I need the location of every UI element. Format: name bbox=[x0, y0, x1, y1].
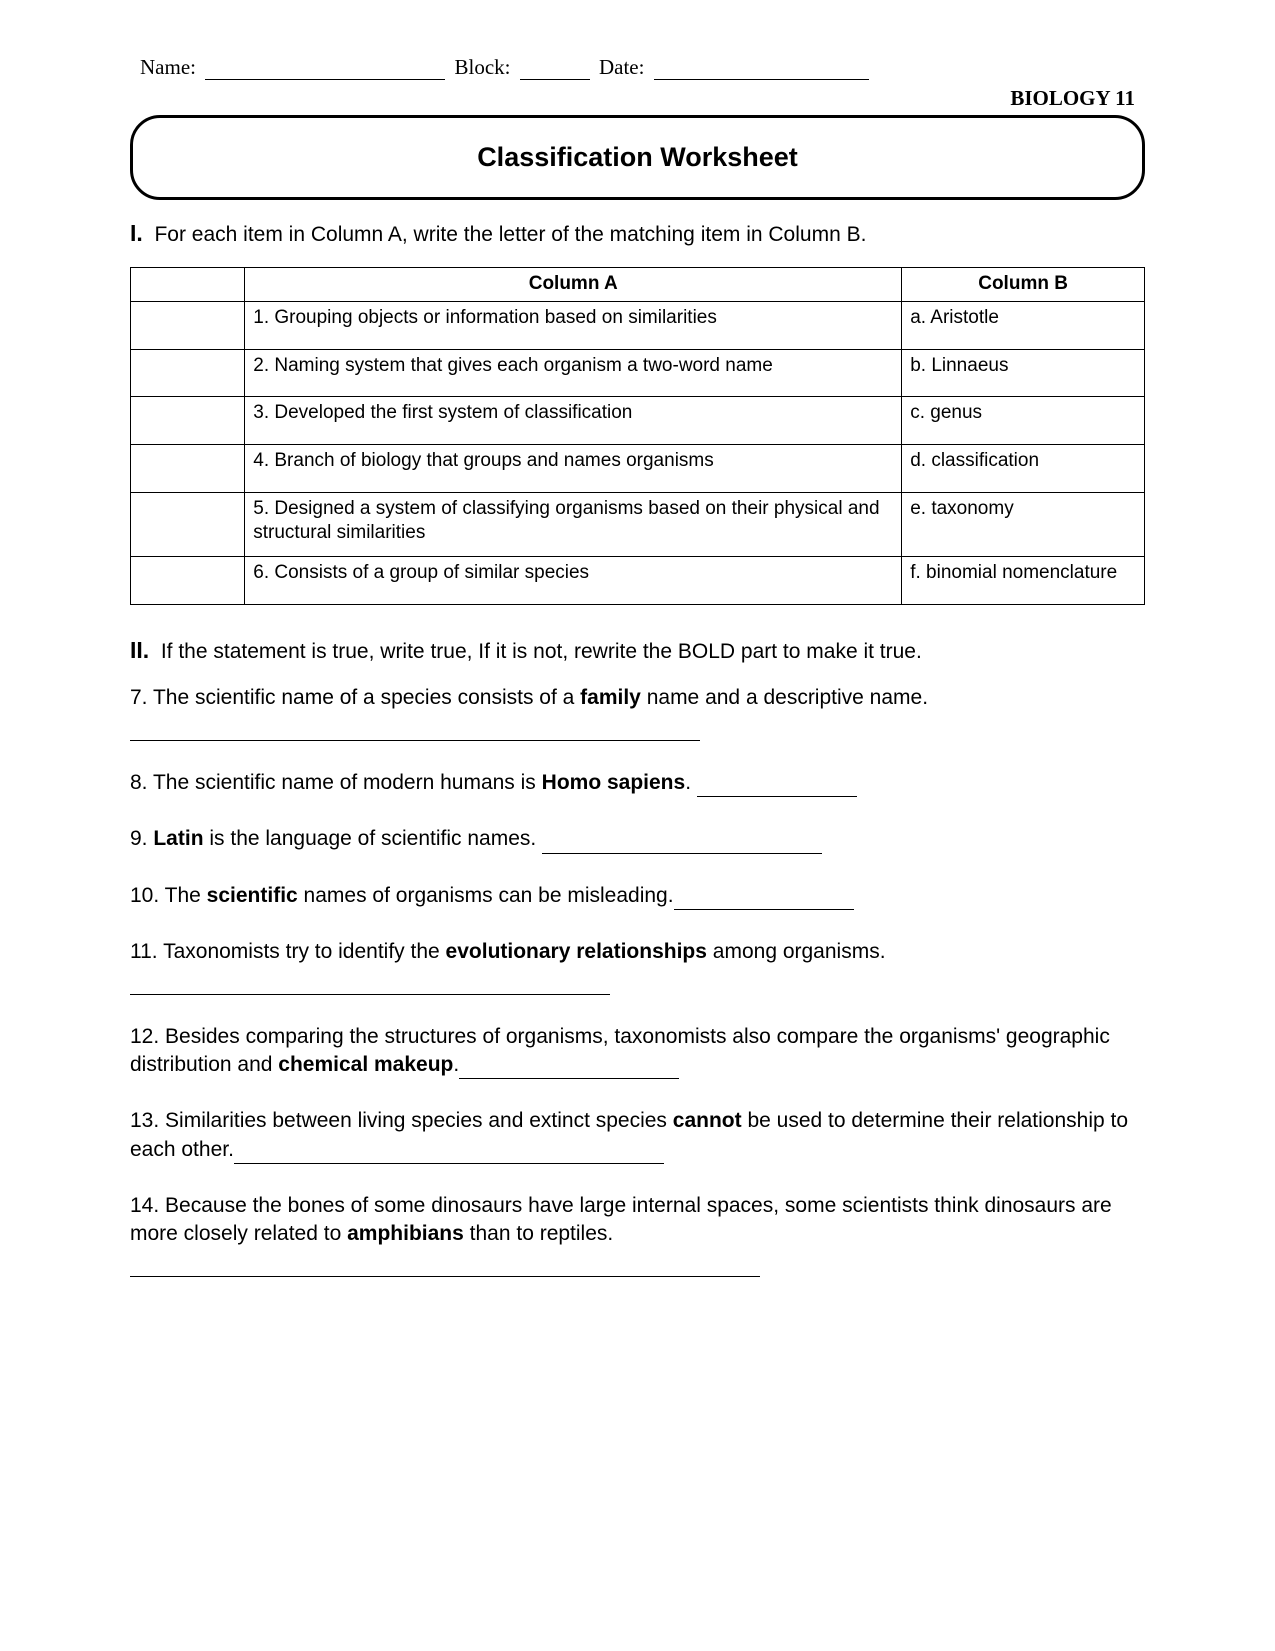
answer-cell[interactable] bbox=[131, 302, 245, 350]
q8-bold: Homo sapiens bbox=[542, 771, 686, 794]
block-label: Block: bbox=[454, 55, 510, 79]
q14-post: than to reptiles. bbox=[464, 1222, 613, 1245]
col-a-cell: 3. Developed the first system of classif… bbox=[245, 397, 902, 445]
question-7: 7. The scientific name of a species cons… bbox=[130, 684, 1145, 741]
q7-blank[interactable] bbox=[130, 720, 700, 741]
title-box: Classification Worksheet bbox=[130, 115, 1145, 200]
table-row: 5. Designed a system of classifying orga… bbox=[131, 492, 1145, 556]
question-9: 9. Latin is the language of scientific n… bbox=[130, 825, 1145, 853]
q7-bold: family bbox=[580, 686, 641, 709]
question-10: 10. The scientific names of organisms ca… bbox=[130, 882, 1145, 910]
col-b-cell: a. Aristotle bbox=[902, 302, 1145, 350]
q7-pre: 7. The scientific name of a species cons… bbox=[130, 686, 580, 709]
q12-blank[interactable] bbox=[459, 1058, 679, 1079]
answer-cell[interactable] bbox=[131, 397, 245, 445]
worksheet-title: Classification Worksheet bbox=[133, 142, 1142, 173]
matching-table: Column A Column B 1. Grouping objects or… bbox=[130, 267, 1145, 605]
question-11: 11. Taxonomists try to identify the evol… bbox=[130, 938, 1145, 995]
q13-bold: cannot bbox=[673, 1109, 742, 1132]
col-a-cell: 6. Consists of a group of similar specie… bbox=[245, 557, 902, 605]
section-1-text: For each item in Column A, write the let… bbox=[154, 223, 866, 246]
col-a-cell: 4. Branch of biology that groups and nam… bbox=[245, 445, 902, 493]
section-1-roman: I. bbox=[130, 220, 143, 246]
q10-post: names of organisms can be misleading. bbox=[298, 884, 674, 907]
date-label: Date: bbox=[599, 55, 644, 79]
col-b-cell: e. taxonomy bbox=[902, 492, 1145, 556]
column-a-header: Column A bbox=[245, 268, 902, 302]
q14-pre: 14. Because the bones of some dinosaurs … bbox=[130, 1194, 1112, 1245]
block-blank[interactable] bbox=[520, 79, 590, 80]
q13-pre: 13. Similarities between living species … bbox=[130, 1109, 673, 1132]
table-row: 3. Developed the first system of classif… bbox=[131, 397, 1145, 445]
col-b-cell: f. binomial nomenclature bbox=[902, 557, 1145, 605]
q9-bold: Latin bbox=[153, 827, 203, 850]
section-2-roman: II. bbox=[130, 637, 149, 663]
course-label: BIOLOGY 11 bbox=[130, 86, 1145, 111]
col-b-cell: d. classification bbox=[902, 445, 1145, 493]
question-14: 14. Because the bones of some dinosaurs … bbox=[130, 1192, 1145, 1277]
q8-pre: 8. The scientific name of modern humans … bbox=[130, 771, 542, 794]
answer-cell[interactable] bbox=[131, 445, 245, 493]
q9-post: is the language of scientific names. bbox=[204, 827, 543, 850]
answer-cell[interactable] bbox=[131, 557, 245, 605]
section-2-intro: II. If the statement is true, write true… bbox=[130, 635, 1145, 666]
q11-bold: evolutionary relationships bbox=[446, 940, 707, 963]
q9-pre: 9. bbox=[130, 827, 153, 850]
q13-blank[interactable] bbox=[234, 1143, 664, 1164]
date-blank[interactable] bbox=[654, 79, 869, 80]
question-12: 12. Besides comparing the structures of … bbox=[130, 1023, 1145, 1080]
table-row: 2. Naming system that gives each organis… bbox=[131, 349, 1145, 397]
col-b-cell: c. genus bbox=[902, 397, 1145, 445]
q8-blank[interactable] bbox=[697, 776, 857, 797]
question-8: 8. The scientific name of modern humans … bbox=[130, 769, 1145, 797]
col-a-cell: 1. Grouping objects or information based… bbox=[245, 302, 902, 350]
q11-blank[interactable] bbox=[130, 974, 610, 995]
q12-bold: chemical makeup bbox=[278, 1053, 453, 1076]
section-1-intro: I. For each item in Column A, write the … bbox=[130, 218, 1145, 249]
header-fields: Name: Block: Date: bbox=[130, 55, 1145, 80]
worksheet-page: Name: Block: Date: BIOLOGY 11 Classifica… bbox=[0, 0, 1275, 1277]
table-row: 6. Consists of a group of similar specie… bbox=[131, 557, 1145, 605]
name-label: Name: bbox=[140, 55, 196, 79]
q11-pre: 11. Taxonomists try to identify the bbox=[130, 940, 446, 963]
question-13: 13. Similarities between living species … bbox=[130, 1107, 1145, 1164]
table-row: 1. Grouping objects or information based… bbox=[131, 302, 1145, 350]
q10-pre: 10. The bbox=[130, 884, 207, 907]
answer-col-header bbox=[131, 268, 245, 302]
q10-blank[interactable] bbox=[674, 889, 854, 910]
section-2-bold: BOLD bbox=[678, 640, 735, 663]
name-blank[interactable] bbox=[205, 79, 445, 80]
section-2-pre: If the statement is true, write true, If… bbox=[161, 640, 678, 663]
col-a-cell: 2. Naming system that gives each organis… bbox=[245, 349, 902, 397]
answer-cell[interactable] bbox=[131, 349, 245, 397]
q9-blank[interactable] bbox=[542, 833, 822, 854]
column-b-header: Column B bbox=[902, 268, 1145, 302]
q14-blank[interactable] bbox=[130, 1256, 760, 1277]
answer-cell[interactable] bbox=[131, 492, 245, 556]
section-2-post: part to make it true. bbox=[735, 640, 922, 663]
q11-post: among organisms. bbox=[707, 940, 886, 963]
q10-bold: scientific bbox=[207, 884, 298, 907]
q8-post: . bbox=[685, 771, 697, 794]
q14-bold: amphibians bbox=[347, 1222, 464, 1245]
col-a-cell: 5. Designed a system of classifying orga… bbox=[245, 492, 902, 556]
table-row: 4. Branch of biology that groups and nam… bbox=[131, 445, 1145, 493]
q7-post: name and a descriptive name. bbox=[641, 686, 928, 709]
col-b-cell: b. Linnaeus bbox=[902, 349, 1145, 397]
